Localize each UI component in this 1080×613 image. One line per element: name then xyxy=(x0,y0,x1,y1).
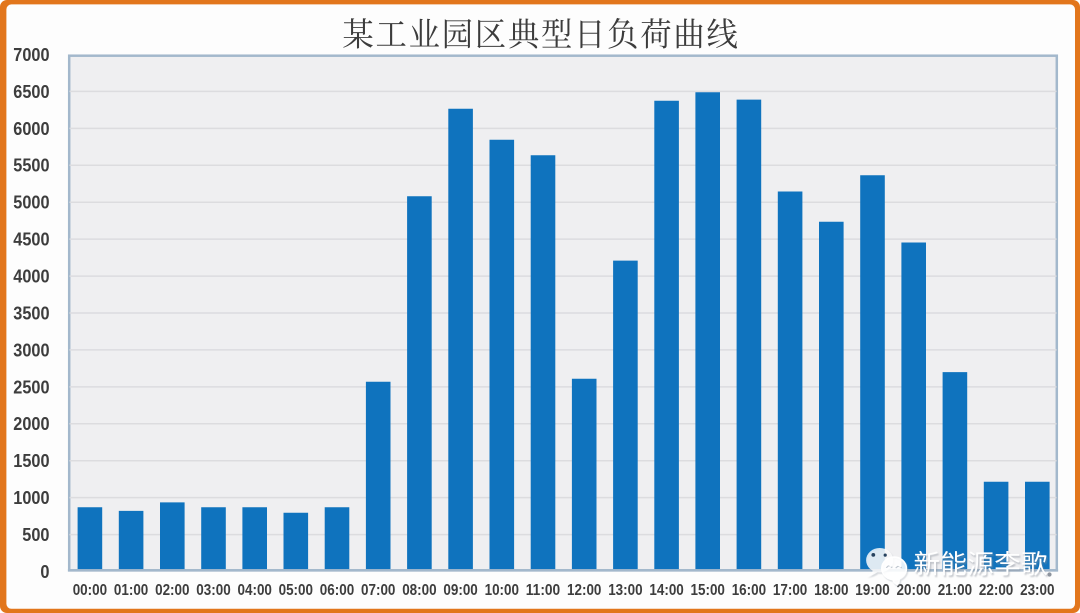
svg-text:18:00: 18:00 xyxy=(814,582,849,599)
svg-text:22:00: 22:00 xyxy=(979,582,1014,599)
svg-text:05:00: 05:00 xyxy=(279,582,314,599)
svg-text:2500: 2500 xyxy=(13,377,49,397)
svg-text:1000: 1000 xyxy=(13,488,49,508)
svg-text:01:00: 01:00 xyxy=(114,582,149,599)
svg-text:14:00: 14:00 xyxy=(649,582,684,599)
svg-text:1500: 1500 xyxy=(13,451,49,471)
svg-text:19:00: 19:00 xyxy=(855,582,890,599)
svg-text:5500: 5500 xyxy=(13,156,49,176)
svg-text:500: 500 xyxy=(22,525,49,545)
svg-text:16:00: 16:00 xyxy=(732,582,767,599)
svg-text:03:00: 03:00 xyxy=(196,582,231,599)
svg-text:06:00: 06:00 xyxy=(320,582,355,599)
svg-text:13:00: 13:00 xyxy=(608,582,643,599)
svg-text:6000: 6000 xyxy=(13,119,49,139)
svg-text:08:00: 08:00 xyxy=(402,582,437,599)
svg-text:20:00: 20:00 xyxy=(897,582,932,599)
svg-text:7000: 7000 xyxy=(13,45,49,65)
svg-text:10:00: 10:00 xyxy=(485,582,520,599)
svg-text:3500: 3500 xyxy=(13,303,49,323)
svg-text:04:00: 04:00 xyxy=(238,582,273,599)
svg-text:2000: 2000 xyxy=(13,414,49,434)
svg-text:15:00: 15:00 xyxy=(691,582,726,599)
svg-text:21:00: 21:00 xyxy=(938,582,973,599)
svg-text:3000: 3000 xyxy=(13,340,49,360)
svg-text:02:00: 02:00 xyxy=(155,582,190,599)
svg-text:07:00: 07:00 xyxy=(361,582,396,599)
svg-text:23:00: 23:00 xyxy=(1020,582,1055,599)
svg-text:12:00: 12:00 xyxy=(567,582,602,599)
svg-text:09:00: 09:00 xyxy=(443,582,478,599)
svg-text:4000: 4000 xyxy=(13,267,49,287)
svg-text:5000: 5000 xyxy=(13,193,49,213)
svg-text:17:00: 17:00 xyxy=(773,582,808,599)
svg-text:00:00: 00:00 xyxy=(73,582,108,599)
svg-text:11:00: 11:00 xyxy=(526,582,561,599)
svg-text:4500: 4500 xyxy=(13,230,49,250)
svg-text:6500: 6500 xyxy=(13,82,49,102)
svg-text:0: 0 xyxy=(40,562,49,582)
